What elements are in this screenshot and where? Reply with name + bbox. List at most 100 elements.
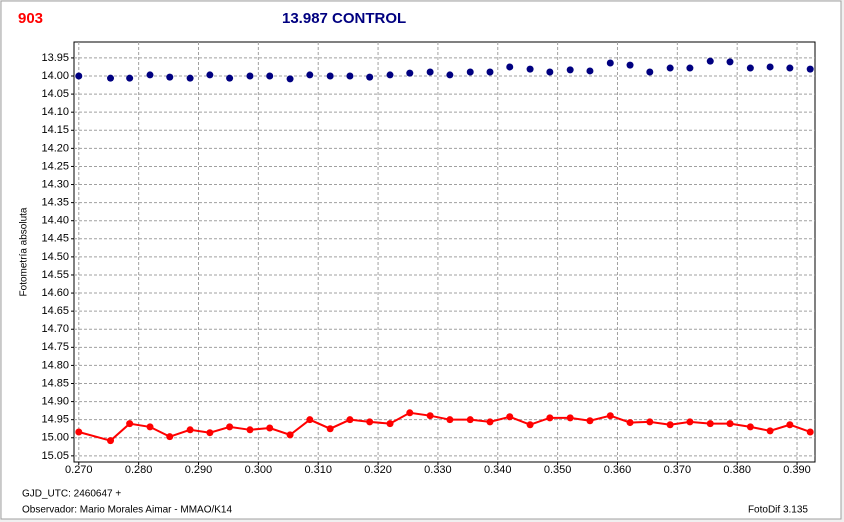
y-tick-label: 14.40 bbox=[41, 215, 69, 227]
data-point bbox=[166, 433, 174, 441]
plot-area bbox=[73, 41, 816, 463]
data-point bbox=[406, 409, 414, 417]
data-point bbox=[546, 68, 554, 76]
data-point bbox=[346, 72, 354, 80]
data-point bbox=[786, 421, 794, 429]
data-point bbox=[566, 414, 574, 422]
data-point bbox=[186, 426, 194, 434]
data-point bbox=[286, 431, 294, 439]
data-point bbox=[526, 65, 534, 73]
data-point bbox=[266, 72, 274, 80]
data-point bbox=[386, 420, 394, 428]
data-point bbox=[206, 429, 214, 437]
data-point bbox=[506, 63, 514, 71]
data-point bbox=[286, 75, 294, 83]
data-point bbox=[146, 423, 154, 431]
data-point bbox=[586, 417, 594, 425]
y-tick-label: 14.45 bbox=[41, 233, 69, 245]
data-point bbox=[326, 425, 334, 433]
data-point bbox=[326, 72, 334, 80]
data-point bbox=[806, 65, 814, 73]
data-point bbox=[626, 61, 634, 69]
data-point bbox=[526, 421, 534, 429]
data-point bbox=[806, 428, 814, 436]
y-tick-label: 14.20 bbox=[41, 142, 69, 154]
data-point bbox=[75, 428, 83, 436]
data-point bbox=[766, 63, 774, 71]
observer: Observador: Mario Morales Aimar - MMAO/K… bbox=[22, 505, 232, 516]
y-tick-label: 14.15 bbox=[41, 124, 69, 136]
data-point bbox=[606, 412, 614, 420]
data-point bbox=[486, 68, 494, 76]
x-tick-label: 0.310 bbox=[304, 464, 332, 476]
y-tick-label: 14.85 bbox=[41, 377, 69, 389]
y-tick-label: 14.65 bbox=[41, 305, 69, 317]
data-point bbox=[546, 414, 554, 422]
y-tick-label: 14.80 bbox=[41, 359, 69, 371]
data-point bbox=[366, 73, 374, 81]
data-point bbox=[246, 72, 254, 80]
data-point bbox=[206, 71, 214, 79]
x-tick-label: 0.290 bbox=[185, 464, 213, 476]
data-point bbox=[426, 412, 434, 420]
data-point bbox=[746, 423, 754, 431]
y-tick-label: 14.70 bbox=[41, 323, 69, 335]
data-point bbox=[126, 420, 134, 428]
data-point bbox=[226, 74, 234, 82]
data-point bbox=[746, 64, 754, 72]
star-label: 903 bbox=[18, 10, 43, 27]
data-point bbox=[446, 71, 454, 79]
data-point bbox=[466, 416, 474, 424]
data-point bbox=[506, 413, 514, 421]
chart-title: 13.987 CONTROL bbox=[282, 10, 406, 27]
y-tick-label: 14.30 bbox=[41, 178, 69, 190]
data-point bbox=[466, 68, 474, 76]
data-point bbox=[75, 72, 83, 80]
x-tick-label: 0.300 bbox=[245, 464, 273, 476]
x-tick-label: 0.340 bbox=[484, 464, 512, 476]
data-point bbox=[766, 427, 774, 435]
data-point bbox=[446, 416, 454, 424]
y-tick-label: 14.75 bbox=[41, 341, 69, 353]
data-point bbox=[666, 64, 674, 72]
data-point bbox=[166, 73, 174, 81]
data-point bbox=[246, 426, 254, 434]
x-tick-label: 0.270 bbox=[65, 464, 93, 476]
data-point bbox=[646, 68, 654, 76]
x-tick-label: 0.280 bbox=[125, 464, 153, 476]
y-tick-label: 14.60 bbox=[41, 287, 69, 299]
x-axis-label: GJD_UTC: 2460647 + bbox=[22, 489, 121, 500]
data-point bbox=[426, 68, 434, 76]
y-tick-label: 15.00 bbox=[41, 432, 69, 444]
data-point bbox=[186, 74, 194, 82]
software: FotoDif 3.135 bbox=[748, 505, 808, 516]
data-point bbox=[306, 416, 314, 424]
data-point bbox=[586, 67, 594, 75]
data-point bbox=[346, 416, 354, 424]
data-point bbox=[126, 74, 134, 82]
data-point bbox=[107, 74, 115, 82]
data-point bbox=[566, 66, 574, 74]
data-point bbox=[666, 421, 674, 429]
y-tick-label: 13.95 bbox=[41, 52, 69, 64]
y-tick-label: 14.90 bbox=[41, 395, 69, 407]
x-tick-label: 0.390 bbox=[783, 464, 811, 476]
y-tick-label: 15.05 bbox=[41, 450, 69, 462]
x-tick-label: 0.330 bbox=[424, 464, 452, 476]
y-tick-label: 14.95 bbox=[41, 414, 69, 426]
data-point bbox=[626, 419, 634, 427]
data-point bbox=[486, 418, 494, 426]
y-tick-label: 14.00 bbox=[41, 70, 69, 82]
x-tick-label: 0.370 bbox=[664, 464, 692, 476]
y-tick-label: 14.35 bbox=[41, 197, 69, 209]
y-tick-label: 14.50 bbox=[41, 251, 69, 263]
x-tick-label: 0.380 bbox=[723, 464, 751, 476]
data-point bbox=[266, 424, 274, 432]
x-tick-label: 0.360 bbox=[604, 464, 632, 476]
data-point bbox=[107, 437, 115, 445]
data-point bbox=[226, 423, 234, 431]
x-tick-label: 0.320 bbox=[364, 464, 392, 476]
y-axis-label: Fotometría absoluta bbox=[19, 207, 30, 296]
y-tick-label: 14.25 bbox=[41, 160, 69, 172]
